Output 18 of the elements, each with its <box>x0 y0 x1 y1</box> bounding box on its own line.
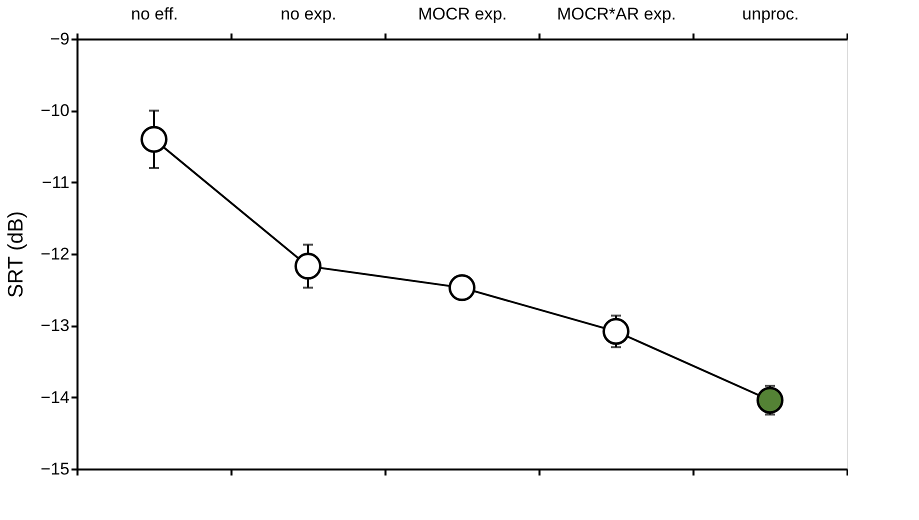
y-tick-label: −14 <box>40 388 70 407</box>
y-tick-label: −12 <box>40 244 70 264</box>
point <box>294 252 322 280</box>
x-tick-label: MOCR exp. <box>418 4 507 24</box>
point <box>140 126 168 153</box>
x-tick-label: unproc. <box>742 4 799 24</box>
y-axis-title: SRT (dB) <box>4 211 28 298</box>
y-tick-label: −9 <box>50 30 70 48</box>
x-tick-label: no exp. <box>280 4 336 24</box>
y-tick-label: −10 <box>40 101 70 120</box>
y-tick-label: −13 <box>40 316 70 336</box>
y-tick-label: −11 <box>42 172 70 192</box>
x-tick-label: MOCR*AR exp. <box>556 4 676 24</box>
point <box>756 386 784 414</box>
point <box>602 318 630 345</box>
y-tick-label: −15 <box>40 460 70 478</box>
x-tick-label: no eff. <box>131 4 178 24</box>
point <box>448 274 476 302</box>
